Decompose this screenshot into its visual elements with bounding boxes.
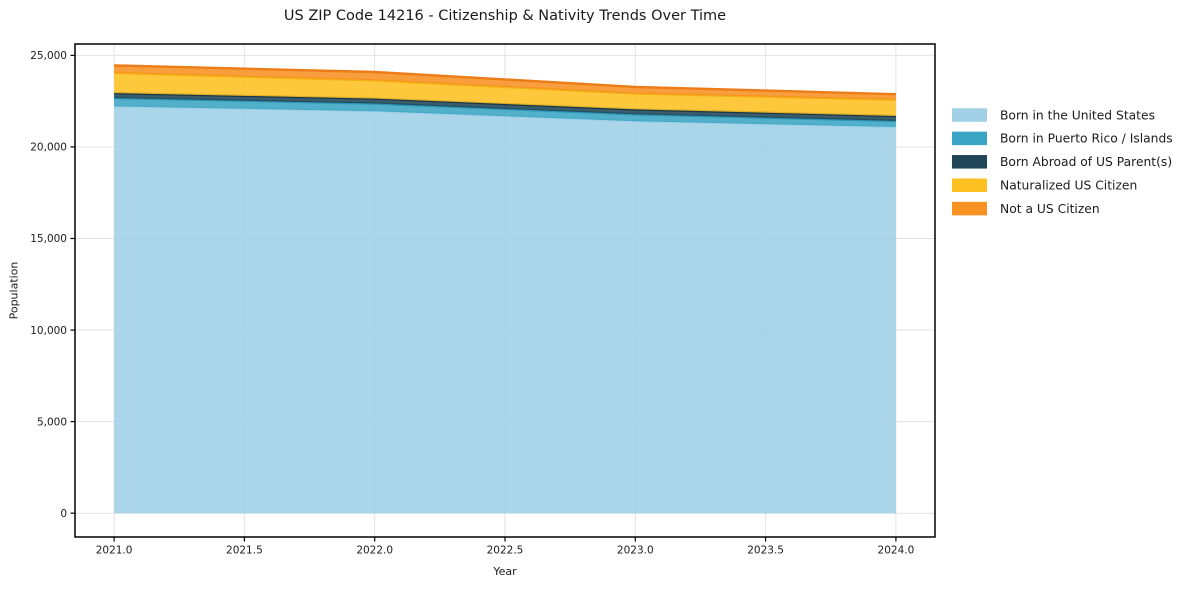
legend-item: Born Abroad of US Parent(s) (952, 155, 1172, 169)
x-tick-label: 2022.5 (487, 545, 524, 557)
y-tick-label: 15,000 (30, 233, 67, 245)
area-band (114, 72, 896, 116)
legend-item: Born in Puerto Rico / Islands (952, 131, 1173, 146)
legend-swatch (952, 131, 987, 146)
y-tick-label: 25,000 (30, 50, 67, 62)
legend-swatch (952, 155, 987, 169)
area-band (114, 106, 896, 514)
x-tick-label: 2022.0 (356, 545, 393, 557)
y-tick-label: 0 (60, 508, 67, 520)
y-tick-label: 10,000 (30, 325, 67, 337)
x-tick-label: 2021.0 (96, 545, 133, 557)
area-band (114, 98, 896, 127)
x-tick-label: 2023.0 (617, 545, 654, 557)
area-band-edge (114, 64, 896, 96)
x-tick-label: 2024.0 (878, 545, 915, 557)
y-axis-label: Population (7, 261, 21, 320)
legend-swatch (952, 201, 987, 216)
area-band (114, 65, 896, 100)
legend-label: Born in the United States (1000, 108, 1155, 122)
legend-swatch (952, 178, 987, 192)
legend-swatch (952, 108, 987, 122)
legend-label: Born in Puerto Rico / Islands (1000, 132, 1173, 146)
legend-label: Naturalized US Citizen (1000, 179, 1137, 193)
x-axis-label: Year (493, 565, 517, 578)
legend-item: Not a US Citizen (952, 201, 1100, 216)
x-tick-label: 2021.5 (226, 545, 263, 557)
area-band (114, 93, 896, 121)
y-tick-label: 5,000 (37, 416, 67, 428)
legend-label: Born Abroad of US Parent(s) (1000, 155, 1172, 169)
legend-item: Born in the United States (952, 108, 1155, 122)
chart-title: US ZIP Code 14216 - Citizenship & Nativi… (283, 8, 727, 24)
x-tick-label: 2023.5 (747, 545, 784, 557)
legend-item: Naturalized US Citizen (952, 178, 1137, 193)
legend-label: Not a US Citizen (1000, 202, 1100, 216)
y-tick-label: 20,000 (30, 142, 67, 154)
